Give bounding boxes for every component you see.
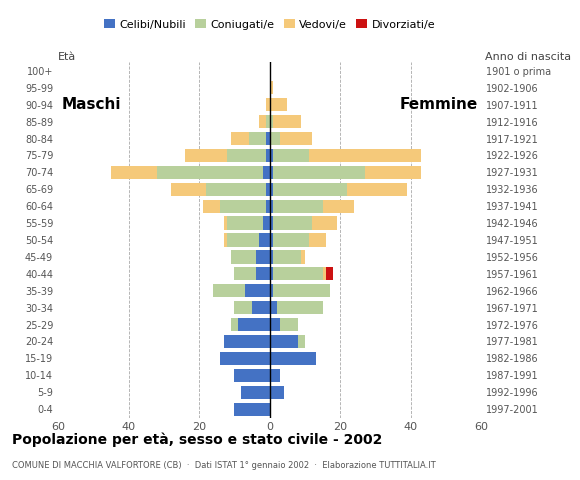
Bar bbox=[249, 132, 266, 145]
Bar bbox=[273, 216, 312, 230]
Bar bbox=[234, 267, 256, 280]
Text: Anno di nascita: Anno di nascita bbox=[485, 52, 571, 62]
Bar bbox=[270, 149, 273, 162]
Bar bbox=[220, 352, 270, 365]
Bar bbox=[213, 284, 245, 297]
Bar bbox=[273, 115, 302, 128]
Bar bbox=[270, 98, 287, 111]
Bar bbox=[263, 166, 270, 179]
Bar bbox=[270, 183, 273, 196]
Text: COMUNE DI MACCHIA VALFORTORE (CB)  ·  Dati ISTAT 1° gennaio 2002  ·  Elaborazion: COMUNE DI MACCHIA VALFORTORE (CB) · Dati… bbox=[12, 461, 436, 470]
Bar bbox=[270, 318, 280, 331]
Bar bbox=[256, 250, 270, 264]
Bar bbox=[245, 284, 270, 297]
Bar bbox=[273, 250, 302, 264]
Text: Popolazione per età, sesso e stato civile - 2002: Popolazione per età, sesso e stato civil… bbox=[12, 432, 382, 447]
Bar bbox=[224, 335, 270, 348]
Bar bbox=[234, 369, 270, 382]
Bar bbox=[273, 149, 309, 162]
Bar bbox=[220, 200, 266, 213]
Bar bbox=[270, 233, 273, 247]
Bar bbox=[266, 183, 270, 196]
Bar bbox=[270, 200, 273, 213]
Bar bbox=[238, 318, 270, 331]
Bar bbox=[266, 132, 270, 145]
Bar bbox=[206, 183, 266, 196]
Bar bbox=[259, 115, 266, 128]
Bar bbox=[266, 115, 270, 128]
Bar bbox=[259, 233, 270, 247]
Bar bbox=[270, 166, 273, 179]
Bar bbox=[309, 149, 422, 162]
Bar bbox=[322, 200, 354, 213]
Bar bbox=[365, 166, 422, 179]
Bar bbox=[266, 149, 270, 162]
Bar bbox=[309, 233, 326, 247]
Text: Maschi: Maschi bbox=[61, 97, 121, 112]
Bar bbox=[171, 183, 206, 196]
Bar bbox=[322, 267, 326, 280]
Bar bbox=[347, 183, 407, 196]
Bar bbox=[231, 132, 248, 145]
Bar bbox=[202, 200, 220, 213]
Bar bbox=[280, 132, 312, 145]
Bar bbox=[312, 216, 337, 230]
Bar bbox=[263, 216, 270, 230]
Bar bbox=[270, 335, 298, 348]
Bar bbox=[224, 233, 227, 247]
Bar bbox=[224, 216, 227, 230]
Bar bbox=[270, 385, 284, 399]
Bar bbox=[234, 403, 270, 416]
Bar bbox=[227, 149, 266, 162]
Bar bbox=[273, 267, 322, 280]
Bar bbox=[231, 318, 238, 331]
Bar bbox=[234, 301, 252, 314]
Bar bbox=[270, 284, 273, 297]
Bar bbox=[270, 301, 277, 314]
Text: Femmine: Femmine bbox=[400, 97, 478, 112]
Bar bbox=[273, 200, 322, 213]
Bar bbox=[256, 267, 270, 280]
Bar bbox=[227, 233, 259, 247]
Bar bbox=[231, 250, 256, 264]
Bar bbox=[270, 216, 273, 230]
Bar bbox=[270, 369, 280, 382]
Bar bbox=[266, 98, 270, 111]
Bar bbox=[270, 115, 273, 128]
Bar bbox=[270, 250, 273, 264]
Bar bbox=[270, 132, 280, 145]
Bar bbox=[270, 352, 316, 365]
Bar bbox=[241, 385, 270, 399]
Bar bbox=[270, 267, 273, 280]
Bar bbox=[157, 166, 263, 179]
Bar bbox=[270, 81, 273, 95]
Bar bbox=[280, 318, 298, 331]
Bar bbox=[273, 233, 309, 247]
Bar bbox=[273, 284, 329, 297]
Bar bbox=[302, 250, 305, 264]
Bar bbox=[185, 149, 227, 162]
Bar bbox=[266, 200, 270, 213]
Bar bbox=[326, 267, 333, 280]
Bar bbox=[273, 183, 347, 196]
Legend: Celibi/Nubili, Coniugati/e, Vedovi/e, Divorziati/e: Celibi/Nubili, Coniugati/e, Vedovi/e, Di… bbox=[100, 15, 440, 34]
Bar bbox=[298, 335, 305, 348]
Bar bbox=[227, 216, 263, 230]
Bar bbox=[273, 166, 365, 179]
Bar bbox=[252, 301, 270, 314]
Bar bbox=[111, 166, 157, 179]
Text: Età: Età bbox=[58, 52, 76, 62]
Bar bbox=[277, 301, 322, 314]
